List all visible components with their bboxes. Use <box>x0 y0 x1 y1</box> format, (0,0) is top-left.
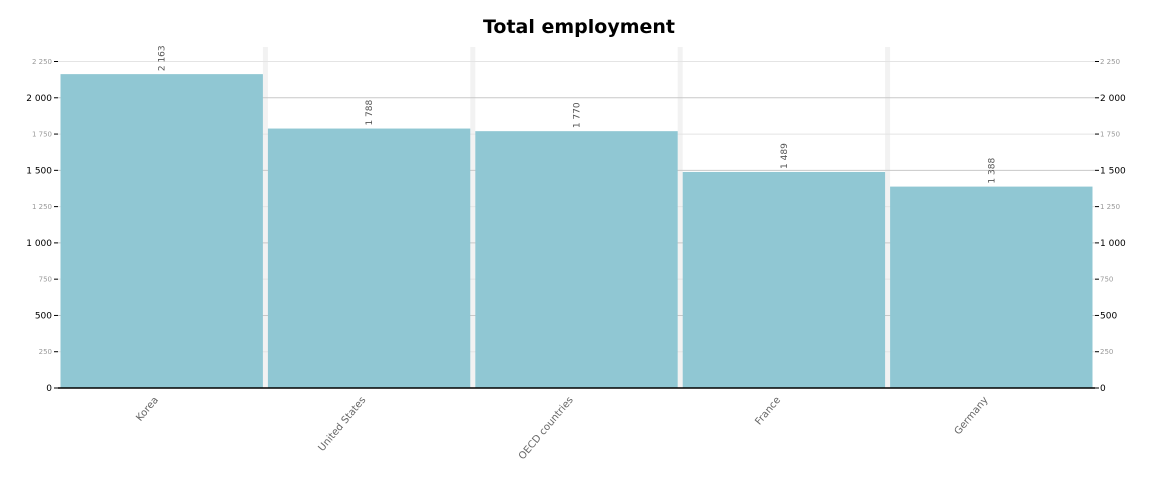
x-tick-label: United States <box>316 395 368 454</box>
y-major-tick-label-right: 1 000 <box>1100 239 1126 249</box>
slot-separator <box>677 47 683 388</box>
value-label: 1 770 <box>573 102 583 128</box>
x-tick-label: France <box>753 395 783 428</box>
y-minor-tick-label-right: 750 <box>1100 276 1113 284</box>
y-major-tick-label-right: 1 500 <box>1100 166 1126 176</box>
y-major-tick-label-right: 2 000 <box>1100 94 1126 104</box>
slot-separator <box>885 47 891 388</box>
y-major-tick-label-left: 0 <box>46 384 52 394</box>
y-minor-tick-label-left: 750 <box>39 276 52 284</box>
value-label: 1 788 <box>365 100 375 126</box>
bar-germany[interactable] <box>890 186 1093 388</box>
bar-united-states[interactable] <box>267 128 471 388</box>
y-major-tick-label-right: 500 <box>1100 312 1117 322</box>
x-tick-label: Korea <box>134 395 161 424</box>
value-label: 1 489 <box>780 143 790 169</box>
bar-france[interactable] <box>682 171 886 388</box>
slot-separator <box>470 47 476 388</box>
chart-title: Total employment <box>482 16 676 38</box>
slot-separator <box>262 47 268 388</box>
value-label: 1 388 <box>987 158 997 184</box>
x-tick-label: Germany <box>953 395 991 437</box>
y-minor-tick-label-left: 1 750 <box>32 131 52 139</box>
y-minor-tick-label-right: 2 250 <box>1100 58 1120 66</box>
y-major-tick-label-left: 1 500 <box>26 166 52 176</box>
value-label: 2 163 <box>158 45 168 71</box>
y-major-tick-label-left: 1 000 <box>26 239 52 249</box>
y-minor-tick-label-right: 250 <box>1100 348 1113 356</box>
x-tick-label: OECD countries <box>517 395 576 462</box>
y-major-tick-label-right: 0 <box>1100 384 1106 394</box>
y-minor-tick-label-left: 250 <box>39 348 52 356</box>
y-minor-tick-label-left: 1 250 <box>32 203 52 211</box>
y-major-tick-label-left: 2 000 <box>26 94 52 104</box>
y-minor-tick-label-left: 2 250 <box>32 58 52 66</box>
bar-oecd-countries[interactable] <box>475 131 678 389</box>
y-minor-tick-label-right: 1 250 <box>1100 203 1120 211</box>
y-minor-tick-label-right: 1 750 <box>1100 131 1120 139</box>
bar-korea[interactable] <box>60 74 263 389</box>
y-major-tick-label-left: 500 <box>35 312 52 322</box>
